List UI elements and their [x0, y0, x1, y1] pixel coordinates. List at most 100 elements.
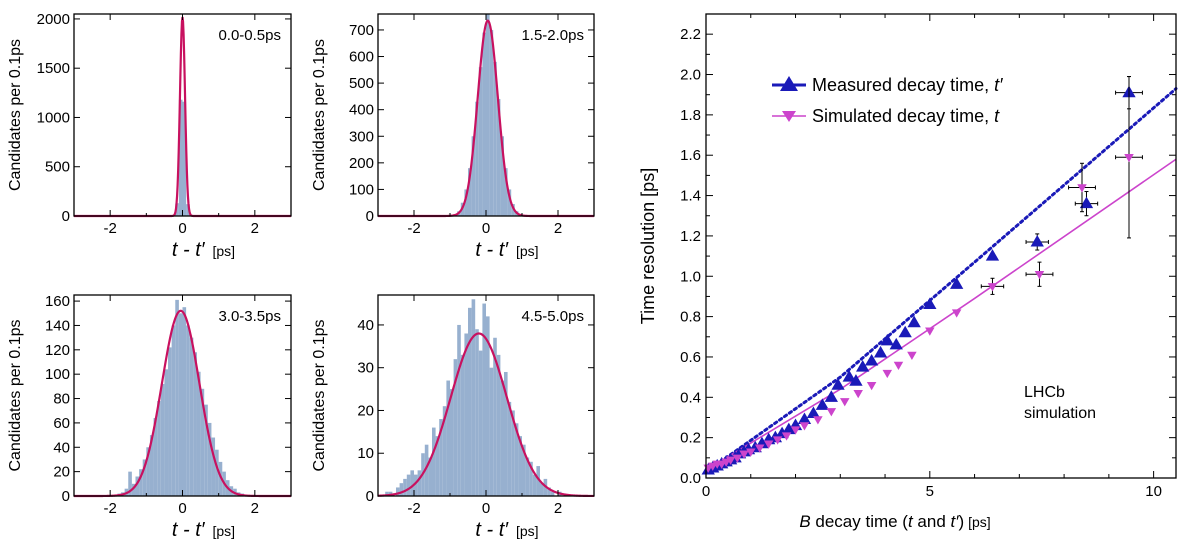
x-tick-label: 10 — [1145, 483, 1162, 500]
y-tick-label: 60 — [53, 415, 70, 432]
histogram-bar — [500, 380, 504, 496]
y-tick-label: 1.4 — [680, 188, 701, 205]
y-tick-label: 0 — [62, 208, 70, 225]
measured-data-point — [782, 422, 796, 435]
histogram-bar — [414, 474, 418, 496]
y-tick-label: 0.0 — [680, 470, 701, 487]
histogram-bar — [482, 32, 486, 217]
y-tick-label: 0.6 — [680, 349, 701, 366]
legend-label-variable: t′ — [994, 75, 1003, 95]
resolution-plot: 0 5 10 0.0 0.2 0.4 0.6 0.8 1.0 1.2 1.4 1.6 1.8 2.0 2.2… — [638, 13, 1178, 531]
y-tick-label: 20 — [53, 464, 70, 481]
histogram-bar — [482, 303, 486, 496]
x-tick-label: 0 — [482, 500, 490, 517]
histogram-bar — [493, 61, 497, 217]
histogram-bar — [168, 347, 172, 496]
y-tick-label: 80 — [53, 391, 70, 408]
simulated-data-point — [772, 436, 783, 445]
histogram-bar — [486, 14, 490, 216]
measured-data-point — [873, 345, 888, 358]
measured-data-point — [806, 406, 821, 418]
histogram-bar — [489, 367, 494, 496]
histogram-bar — [468, 307, 472, 496]
histogram-bar — [493, 337, 497, 496]
y-axis-label: Candidates per 0.1ps — [7, 39, 24, 191]
histogram-bar — [211, 437, 216, 496]
histogram-bar — [511, 410, 515, 496]
histogram-bar — [507, 189, 512, 216]
x-axis-unit: [ps] — [213, 523, 236, 539]
histogram-panel-1: -2 0 2 0 500 1000 1500 2000 0.0-0.5ps Candidates … — [7, 11, 292, 261]
x-tick-label: 0 — [482, 220, 490, 237]
histogram-bar — [186, 204, 190, 216]
histogram-bar — [142, 459, 147, 496]
histogram-bar — [439, 419, 443, 496]
histogram-bar — [175, 299, 179, 496]
histogram-bar — [215, 449, 219, 496]
histogram-panel-3: -2 0 20204060801001201401603.0-3.5psCandid… — [7, 293, 292, 541]
x-axis-label: t - t′ — [475, 239, 509, 261]
measured-data-point — [889, 337, 903, 350]
histogram-bar — [182, 307, 187, 496]
y-tick-label: 2.0 — [680, 67, 701, 84]
histogram-bar — [450, 389, 454, 496]
histogram-bar — [189, 337, 194, 496]
y-tick-label: 500 — [349, 75, 374, 92]
y-axis-label: Candidates per 0.1ps — [311, 319, 328, 471]
histogram-bar — [175, 203, 179, 216]
panel-label: 3.0-3.5ps — [218, 308, 281, 325]
x-tick-label: -2 — [103, 500, 116, 517]
simulated-data-point — [987, 283, 998, 292]
simulated-data-point — [763, 440, 774, 449]
simulated-data-point — [799, 422, 810, 431]
y-tick-label: 2.2 — [680, 26, 701, 43]
annotation-lhcb: LHCb — [1024, 384, 1065, 401]
measured-data-point — [1079, 196, 1094, 209]
simulated-data-point — [1077, 184, 1087, 193]
annotation-simulation: simulation — [1024, 405, 1096, 422]
histogram-bar — [514, 423, 519, 496]
x-tick-label: 0 — [178, 500, 186, 517]
histogram-bar — [550, 491, 555, 496]
y-tick-label: 20 — [357, 402, 374, 419]
histogram-bar — [529, 461, 533, 496]
histogram-bar — [464, 333, 468, 496]
simulated-data-point — [882, 369, 893, 379]
simulated-data-point — [725, 456, 736, 465]
histogram-bar — [218, 461, 223, 496]
y-tick-label: 1.0 — [680, 268, 701, 285]
measured-data-point — [831, 378, 845, 390]
histogram-bar — [471, 136, 476, 216]
y-tick-label: 1.2 — [680, 228, 701, 245]
histogram-bar — [385, 491, 389, 496]
histogram-bar — [547, 487, 551, 496]
legend-label-text: Simulated decay time, — [812, 106, 994, 126]
histogram-bar — [410, 470, 414, 496]
histogram-bar — [478, 350, 483, 496]
histogram-bar — [149, 435, 154, 496]
histogram-bar — [417, 470, 422, 496]
histogram-bar — [435, 436, 440, 496]
legend-label: Measured decay time, t′ — [812, 75, 1003, 95]
simulated-data-point — [732, 454, 743, 463]
histogram-bar — [504, 168, 508, 216]
y-tick-label: 500 — [45, 159, 70, 176]
histogram-bar — [471, 299, 476, 496]
y-tick-label: 300 — [349, 128, 374, 145]
y-tick-label: 100 — [45, 366, 70, 383]
histogram-bar — [496, 99, 501, 216]
histogram-bar — [200, 388, 205, 496]
histogram-bar — [442, 406, 447, 496]
measured-data-point — [864, 353, 879, 366]
x-axis-label-part: ) — [958, 512, 964, 531]
histogram-bar — [475, 329, 479, 496]
histogram-bar — [207, 422, 212, 496]
histogram-bar — [178, 99, 183, 216]
histogram-bar — [511, 204, 515, 216]
histogram-bar — [424, 444, 429, 496]
y-axis-label: Time resolution [ps] — [638, 168, 658, 324]
histogram-bar — [496, 354, 501, 496]
measured-data-point — [880, 333, 894, 346]
legend-label: Simulated decay time, t — [812, 106, 1000, 126]
